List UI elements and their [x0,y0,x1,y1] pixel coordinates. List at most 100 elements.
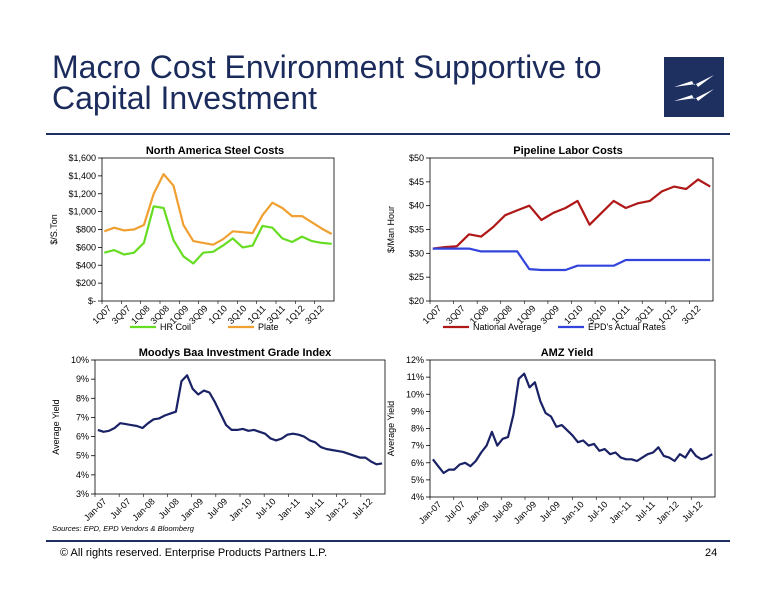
slide-title: Macro Cost Environment Supportive to Cap… [52,49,602,116]
x-tick-label: 3Q12 [303,303,326,326]
y-tick-label: $35 [409,225,424,235]
y-tick-label: $25 [409,272,424,282]
x-tick-label: Jan-08 [130,496,157,523]
x-tick-label: 3Q07 [110,303,133,326]
y-tick-label: $1,200 [68,189,96,199]
labor-costs-chart: Pipeline Labor Costs $20 $25 $30 $35 $40 $45 $5… [386,145,714,332]
moodys-yield-chart: Moodys Baa Investment Grade Index 3% 4% 5% 6… [51,347,386,523]
series-line-national-average [432,178,711,250]
legend-label: National Average [473,322,541,332]
y-tick-label: $45 [409,177,424,187]
series-line-epd-s-actual-rates [432,247,711,272]
lightning-logo-icon [674,75,714,101]
x-tick-label: Jul-11 [633,499,657,523]
y-axis-label: Average Yield [51,399,61,454]
y-tick-label: 12% [406,355,424,365]
series-line-hr-coil [104,205,332,265]
y-tick-label: 10% [406,389,424,399]
page-number: 24 [705,547,718,559]
series-line-amz [432,372,713,475]
y-tick-label: $600 [76,242,96,252]
chart-title: AMZ Yield [541,347,594,359]
y-axis-label: Average Yield [386,401,396,456]
x-tick-label: Jul-09 [538,499,562,523]
y-tick-label: $1,000 [68,207,96,217]
chart-title: Moodys Baa Investment Grade Index [139,347,332,359]
x-tick-label: Jul-10 [585,499,609,523]
x-tick-label: Jan-07 [82,496,109,523]
y-tick-label: $20 [409,296,424,306]
y-tick-label: 3% [76,489,89,499]
x-tick-label: Jan-10 [559,499,586,526]
x-tick-label: 3Q12 [680,303,703,326]
x-tick-label: 3Q09 [538,303,561,326]
x-tick-label: Jan-11 [276,496,302,522]
amz-yield-chart: AMZ Yield 4% 5% 6% 7% 8% 9% 10% 11% 12% Average Yi… [386,347,716,526]
x-tick-label: Jan-09 [512,499,539,526]
y-tick-label: 5% [411,475,424,485]
x-tick-label: Jul-08 [490,499,514,523]
y-tick-label: $- [88,296,96,306]
sources-note: Sources: EPD, EPD Vendors & Bloomberg [52,524,194,533]
y-tick-label: 9% [411,406,424,416]
y-tick-label: 6% [76,432,89,442]
x-tick-label: 1Q08 [129,303,152,326]
x-tick-label: 3Q07 [444,303,467,326]
x-tick-label: 3Q10 [226,303,249,326]
plot-frame [429,359,716,498]
y-tick-label: $400 [76,260,96,270]
y-tick-label: $1,400 [68,171,96,181]
x-tick-label: Jan-12 [324,496,351,523]
y-tick-label: 4% [411,492,424,502]
x-tick-label: Jul-07 [108,496,132,520]
plot-frame [101,157,335,302]
x-tick-label: 1Q07 [421,303,444,326]
chart-title: North America Steel Costs [146,145,284,157]
y-tick-label: 6% [411,458,424,468]
y-tick-label: 9% [76,374,89,384]
x-tick-label: Jul-12 [680,499,704,523]
y-axis-label: $/Man Hour [386,206,396,253]
series-line-moodys [97,374,383,466]
x-tick-label: 1Q12 [284,303,307,326]
y-tick-label: 4% [76,470,89,480]
legend-label: HR Coil [160,322,191,332]
chart-title: Pipeline Labor Costs [513,145,622,157]
series-line-plate [103,172,333,246]
y-tick-label: $30 [409,248,424,258]
x-tick-label: Jan-12 [654,499,681,526]
legend-label: EPD's Actual Rates [588,322,666,332]
x-tick-label: Jan-11 [607,499,633,525]
y-tick-label: $200 [76,278,96,288]
x-tick-label: Jul-11 [302,496,326,520]
company-logo [664,57,724,117]
y-tick-label: 8% [411,424,424,434]
x-tick-label: Jul-12 [350,496,374,520]
x-tick-label: 1Q10 [206,303,229,326]
x-tick-label: Jul-07 [443,499,467,523]
y-tick-label: 5% [76,451,89,461]
x-tick-label: Jul-10 [253,496,277,520]
plot-frame [429,157,714,302]
x-tick-label: Jan-10 [227,496,254,523]
x-tick-label: Jul-09 [205,496,229,520]
y-tick-label: $40 [409,201,424,211]
y-tick-label: 8% [76,393,89,403]
y-tick-label: $50 [409,153,424,163]
y-tick-label: 7% [76,412,89,422]
x-tick-label: 1Q07 [90,303,113,326]
footer-divider [46,540,730,542]
x-tick-label: 1Q10 [562,303,585,326]
x-tick-label: Jan-08 [464,499,491,526]
title-divider [46,133,730,135]
x-tick-label: Jan-09 [179,496,206,523]
y-tick-label: 7% [411,441,424,451]
legend-label: Plate [258,322,279,332]
y-tick-label: 10% [71,355,89,365]
y-tick-label: $1,600 [68,153,96,163]
x-tick-label: Jul-08 [157,496,181,520]
copyright-footer: © All rights reserved. Enterprise Produc… [60,547,328,559]
x-tick-label: Jan-07 [417,499,444,526]
y-tick-label: 11% [407,372,424,382]
steel-costs-chart: North America Steel Costs $- $200 $400 $600 $… [49,145,335,332]
